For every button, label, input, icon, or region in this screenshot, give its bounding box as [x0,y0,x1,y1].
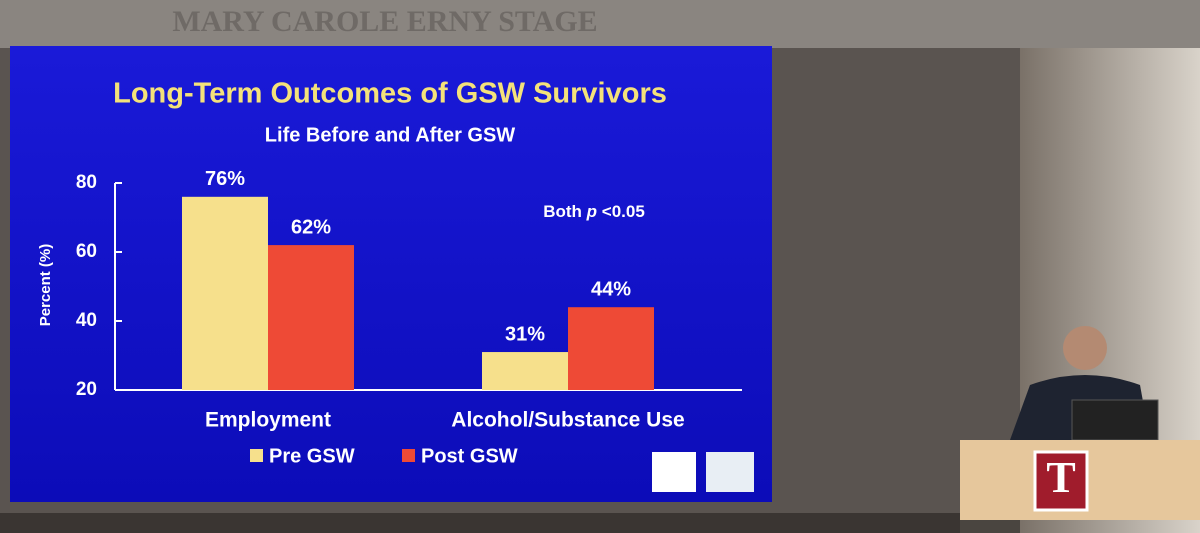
slide [10,46,772,502]
value-label: 76% [205,168,245,190]
legend-swatch [250,449,263,462]
legend-label: Post GSW [421,445,518,467]
y-tick-label: 20 [76,379,97,400]
annotation-part: Both [543,202,582,221]
annotation-part: p [586,202,597,221]
x-tick-label: Alcohol/Substance Use [451,409,684,432]
stage-sign: MARY CAROLE ERNY STAGE [172,5,597,38]
chart-title: Long-Term Outcomes of GSW Survivors [113,78,667,110]
bar [482,352,568,390]
legend-swatch [402,449,415,462]
bar [268,245,354,390]
laptop [1071,399,1159,441]
annotation-part: <0.05 [602,202,645,221]
logo-penn [652,452,696,492]
speaker-head [1063,326,1107,370]
bar [568,307,654,390]
ceiling-band [0,0,1200,48]
y-tick-label: 80 [76,172,97,193]
y-axis-label: Percent (%) [37,244,54,327]
floor [0,513,960,533]
y-tick-label: 40 [76,310,97,331]
annotation: Both p <0.05 [543,202,645,221]
y-tick-label: 60 [76,241,97,262]
value-label: 44% [591,278,631,300]
bar [182,196,268,390]
logo-org [706,452,754,492]
podium-logo: T [1046,453,1075,502]
podium-logo-box [1033,450,1089,512]
value-label: 62% [291,216,331,238]
legend-label: Pre GSW [269,445,355,467]
chart-subtitle: Life Before and After GSW [265,124,516,146]
value-label: 31% [505,323,545,345]
x-tick-label: Employment [205,409,331,432]
